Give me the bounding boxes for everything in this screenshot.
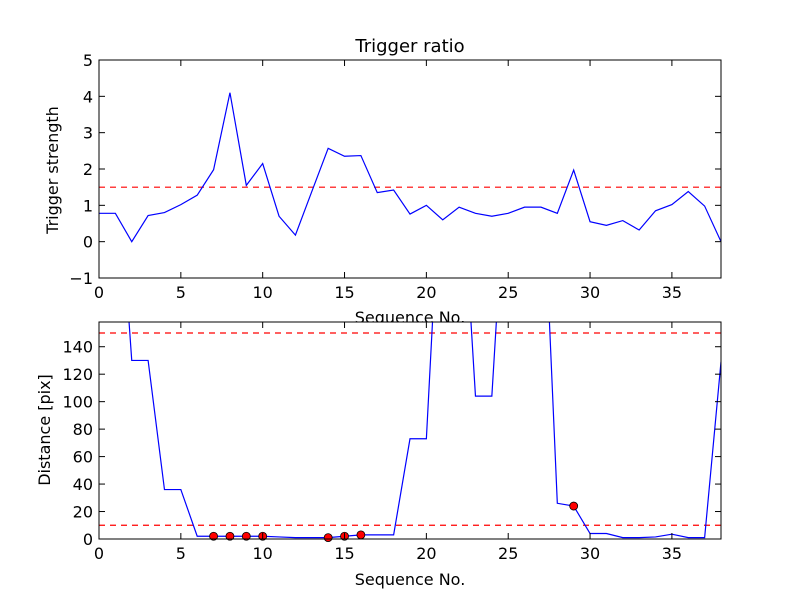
x-tick-label: 25 <box>498 544 518 563</box>
series-line <box>99 92 721 243</box>
series-line <box>128 322 721 539</box>
x-tick-label: 25 <box>498 283 518 302</box>
y-tick-label: 0 <box>83 530 93 549</box>
y-tick-label: 60 <box>73 448 93 467</box>
marker-points <box>209 501 579 543</box>
chart-title: Trigger ratio <box>354 36 464 57</box>
y-tick-label: 100 <box>62 393 93 412</box>
y-tick-label: 5 <box>83 51 93 70</box>
y-tick-label: 2 <box>83 160 93 179</box>
y-tick-label: 3 <box>83 124 93 143</box>
distance-chart: 0 5 10 15 20 25 30 35 0 20 40 60 80 100 120 140 Distan… <box>35 321 722 589</box>
plot-area <box>99 60 721 278</box>
x-tick-label: 20 <box>416 283 436 302</box>
x-tick-label: 5 <box>176 544 186 563</box>
y-tick-label: 80 <box>73 420 93 439</box>
marker-point <box>225 531 235 541</box>
x-tick-label: 10 <box>253 544 273 563</box>
x-axis-ticks: 0 5 10 15 20 25 30 35 <box>94 322 682 563</box>
y-axis-label: Trigger strength <box>43 106 62 235</box>
y-tick-label: 4 <box>83 87 93 106</box>
plot-frame <box>98 321 722 540</box>
y-axis-ticks: −1 0 1 2 3 4 5 <box>69 51 721 288</box>
x-tick-label: 5 <box>176 283 186 302</box>
y-tick-label: 140 <box>62 338 93 357</box>
marker-point <box>209 531 218 541</box>
x-tick-label: 10 <box>253 283 273 302</box>
y-tick-label: 120 <box>62 365 93 384</box>
y-tick-label: −1 <box>69 269 93 288</box>
y-tick-label: 1 <box>83 196 93 215</box>
x-tick-label: 35 <box>662 544 682 563</box>
marker-point <box>569 501 579 511</box>
plot-area <box>99 322 721 539</box>
x-tick-label: 0 <box>94 283 104 302</box>
x-tick-label: 30 <box>580 544 600 563</box>
marker-point <box>323 533 333 543</box>
x-tick-label: 30 <box>580 283 600 302</box>
plot-frame <box>98 59 722 279</box>
marker-point <box>356 530 366 540</box>
x-tick-label: 15 <box>334 544 354 563</box>
marker-point <box>241 531 251 541</box>
y-tick-label: 20 <box>73 503 93 522</box>
threshold-lines <box>99 332 721 526</box>
x-tick-label: 15 <box>334 283 354 302</box>
y-axis-label: Distance [pix] <box>35 374 54 486</box>
x-tick-label: 35 <box>662 283 682 302</box>
x-tick-label: 20 <box>416 544 436 563</box>
y-axis-ticks: 0 20 40 60 80 100 120 140 <box>62 338 721 549</box>
series-line-group <box>128 322 721 539</box>
y-tick-label: 40 <box>73 475 93 494</box>
x-tick-label: 0 <box>94 544 104 563</box>
x-axis-ticks: 0 5 10 15 20 25 30 35 <box>94 60 682 302</box>
x-axis-label: Sequence No. <box>355 570 466 589</box>
series-line-group <box>99 92 721 243</box>
y-tick-label: 0 <box>83 233 93 252</box>
